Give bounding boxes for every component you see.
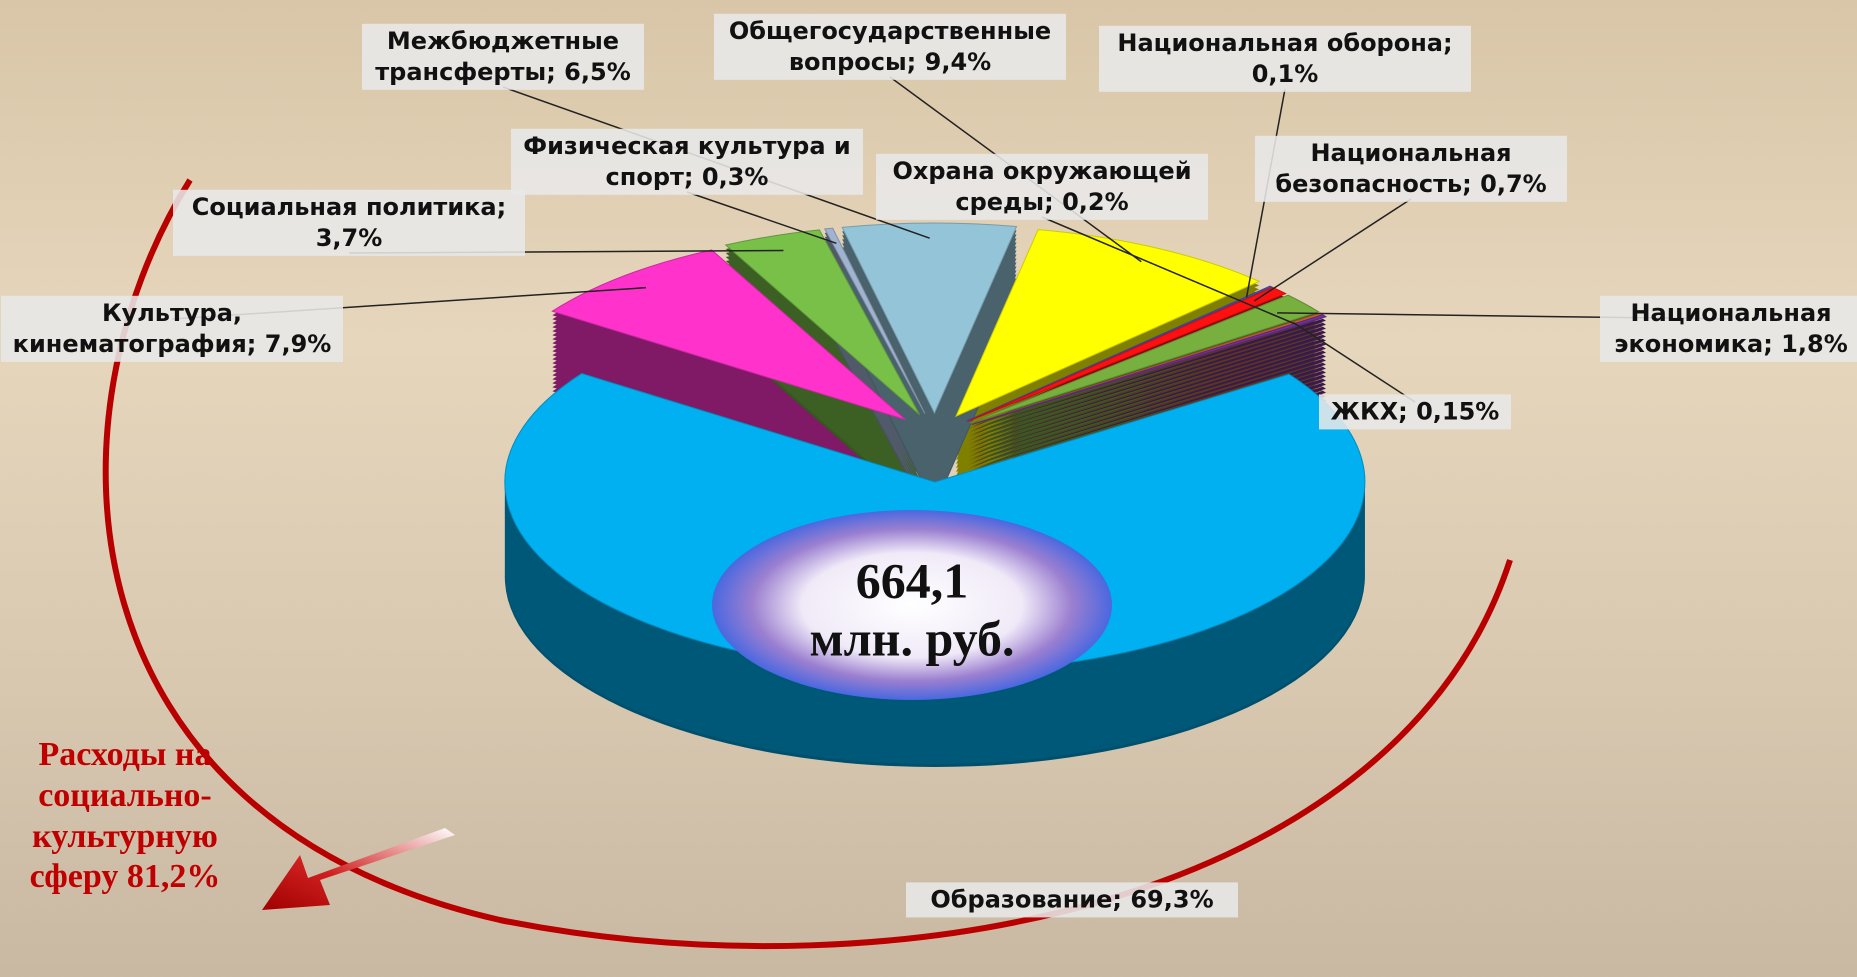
arrow	[262, 828, 455, 910]
data-label: Охрана окружающей среды; 0,2%	[876, 153, 1208, 221]
center-label: 664,1 млн. руб.	[810, 553, 1015, 668]
data-label: Культура, кинематография; 7,9%	[1, 295, 343, 363]
annotation: Расходы на социально-культурную сферу 81…	[29, 736, 221, 896]
slice	[841, 222, 1018, 415]
slice	[823, 227, 926, 414]
pie	[504, 222, 1366, 767]
center-value: 664,1	[855, 552, 969, 609]
slice-side	[971, 354, 1327, 465]
slice-side	[971, 318, 1327, 429]
slice	[969, 294, 1320, 424]
slice-side	[971, 325, 1323, 437]
slice-side	[971, 350, 1327, 461]
data-label: Национальная оборона; 0,1%	[1099, 25, 1471, 93]
data-label: Образование; 69,3%	[906, 882, 1238, 918]
slice-side	[971, 337, 1323, 449]
slice-side	[824, 320, 925, 506]
bracket-arc	[102, 178, 1513, 950]
slice-side	[971, 341, 1323, 453]
slice-side	[971, 321, 1323, 433]
data-label: ЖКХ; 0,15%	[1319, 394, 1511, 430]
slice-side	[971, 322, 1327, 433]
slice-side	[971, 349, 1323, 461]
slice-side	[971, 330, 1327, 441]
slice-side	[971, 329, 1323, 441]
leader-line	[1253, 198, 1412, 302]
slice-base	[824, 323, 925, 509]
data-label: Общегосударственные вопросы; 9,4%	[714, 13, 1066, 81]
leader-line	[1293, 322, 1416, 403]
data-label: Межбюджетные трансферты; 6,5%	[362, 23, 644, 91]
slice-side	[971, 338, 1327, 449]
leader-line	[686, 191, 837, 245]
slice-side	[971, 357, 1323, 469]
slice-side	[971, 346, 1327, 457]
slice	[551, 249, 906, 421]
slice	[724, 229, 920, 416]
slice-side	[971, 358, 1327, 469]
slice-side	[971, 326, 1327, 437]
slice	[967, 286, 1287, 422]
slice-side	[971, 353, 1323, 465]
slice-side	[971, 333, 1323, 445]
slice	[971, 314, 1328, 426]
leader-line	[1041, 216, 1297, 326]
slice-side	[971, 345, 1323, 457]
slice-side	[971, 334, 1327, 445]
slice-side	[971, 342, 1327, 453]
center-badge	[712, 510, 1112, 700]
data-label: Физическая культура и спорт; 0,3%	[511, 128, 863, 196]
slice	[966, 285, 1274, 422]
data-label: Национальная безопасность; 0,7%	[1255, 135, 1567, 203]
data-label: Национальная экономика; 1,8%	[1600, 295, 1857, 363]
center-unit: млн. руб.	[809, 610, 1015, 666]
data-label: Социальная политика; 3,7%	[173, 189, 525, 257]
